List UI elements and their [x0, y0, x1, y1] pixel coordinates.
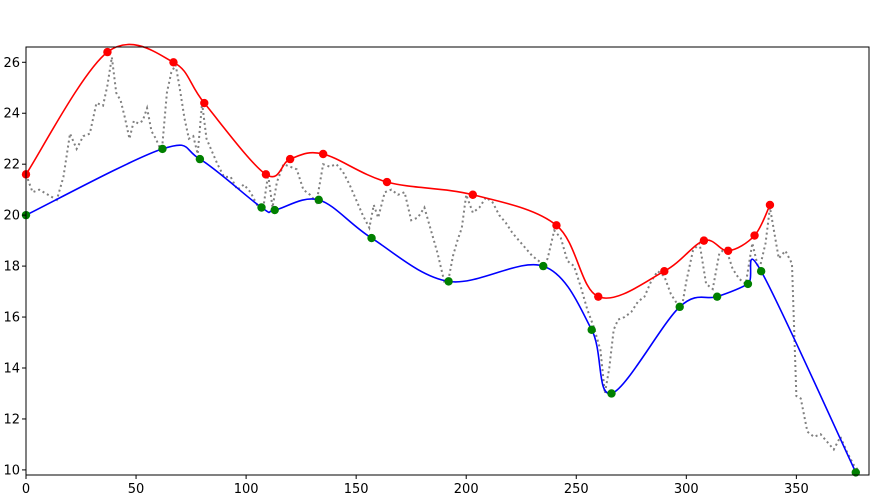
- y-tick-label: 14: [3, 362, 20, 377]
- axis-layer: 0 50 100 150 200 250 300 350 10 12 14 16 18 20 22 24 26: [3, 56, 808, 494]
- trough-point: [743, 279, 753, 289]
- peak-point: [699, 236, 709, 245]
- x-tick-label: 300: [674, 482, 699, 494]
- series-layer: [25, 43, 859, 473]
- trough-point: [712, 292, 722, 301]
- trough-point: [675, 302, 684, 312]
- x-tick-label: 250: [564, 482, 589, 494]
- lower-envelope-line: [25, 144, 857, 473]
- y-tick-label: 20: [3, 209, 20, 224]
- raw-dotted-line: [25, 57, 859, 471]
- trough-point: [367, 233, 376, 243]
- y-tick-label: 26: [3, 56, 20, 71]
- y-tick-label: 24: [3, 107, 20, 122]
- y-tick-label: 18: [3, 260, 20, 275]
- plot-frame: [25, 46, 870, 476]
- trough-point: [444, 277, 453, 286]
- peak-point: [468, 190, 478, 199]
- peak-point: [169, 58, 178, 67]
- peak-point: [103, 47, 112, 57]
- trough-point: [270, 205, 279, 215]
- peak-point: [660, 266, 669, 276]
- peak-point: [285, 154, 295, 164]
- marker-layer: [21, 47, 860, 477]
- peak-point: [382, 177, 392, 187]
- peak-point: [765, 200, 775, 210]
- trough-point: [539, 261, 548, 271]
- trough-point: [587, 325, 596, 334]
- y-tick-label: 16: [3, 311, 20, 326]
- y-tick-label: 12: [3, 412, 20, 427]
- x-tick-label: 0: [22, 482, 30, 494]
- peak-point: [200, 98, 209, 108]
- upper-envelope-line: [25, 43, 771, 299]
- x-tick-label: 150: [344, 482, 369, 494]
- trough-point: [158, 144, 167, 154]
- trough-point: [195, 154, 205, 164]
- y-tick-label: 10: [3, 463, 20, 478]
- peak-point: [750, 231, 759, 240]
- x-tick-label: 200: [454, 482, 479, 494]
- trough-point: [314, 195, 323, 205]
- x-tick-label: 350: [784, 482, 809, 494]
- x-tick-label: 50: [128, 482, 145, 494]
- y-tick-label: 22: [3, 158, 20, 173]
- peak-point: [552, 221, 561, 230]
- trough-point: [257, 203, 266, 212]
- trough-point: [607, 389, 616, 398]
- peak-point: [723, 246, 733, 256]
- peak-point: [261, 170, 271, 179]
- peak-point: [318, 149, 328, 159]
- peak-point: [594, 292, 603, 301]
- x-tick-label: 100: [234, 482, 259, 494]
- trough-point: [756, 266, 766, 276]
